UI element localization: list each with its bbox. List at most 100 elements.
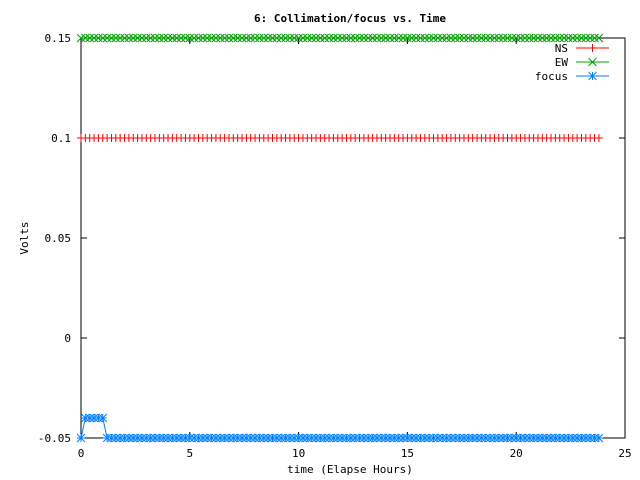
data-point-focus xyxy=(411,433,421,443)
data-point-ew xyxy=(342,33,351,43)
data-point-ew xyxy=(154,33,164,43)
data-point-ew xyxy=(472,33,482,43)
data-point-ew xyxy=(381,33,390,43)
data-point-ew xyxy=(289,33,299,43)
data-point-ew xyxy=(211,33,221,43)
data-point-ew xyxy=(94,33,103,43)
series-ns xyxy=(77,134,603,142)
data-point-focus xyxy=(594,433,604,443)
data-point-focus xyxy=(272,433,282,443)
data-point-ew xyxy=(477,33,486,43)
data-point-ew xyxy=(329,33,338,43)
data-point-focus xyxy=(363,433,373,443)
data-point-ew xyxy=(551,33,560,43)
data-point-focus xyxy=(516,433,525,443)
data-point-focus xyxy=(433,433,443,443)
legend-label-ns: NS xyxy=(555,42,568,55)
data-point-ew xyxy=(542,33,552,43)
data-point-focus xyxy=(115,433,125,443)
data-point-ew xyxy=(85,33,95,43)
data-point-focus xyxy=(381,433,390,443)
y-tick-label: 0.05 xyxy=(45,232,72,245)
data-point-ew xyxy=(429,33,438,43)
data-point-focus xyxy=(324,433,334,443)
data-point-ew xyxy=(385,33,395,43)
data-point-focus xyxy=(294,433,303,443)
data-point-focus xyxy=(394,433,404,443)
data-point-ew xyxy=(311,33,321,43)
data-point-ew xyxy=(107,33,116,43)
data-point-focus xyxy=(172,433,182,443)
data-point-ew xyxy=(76,33,86,43)
data-point-ew xyxy=(516,33,525,43)
data-point-ew xyxy=(268,33,277,43)
y-tick-label: -0.05 xyxy=(38,432,71,445)
data-point-focus xyxy=(268,433,277,443)
data-point-focus xyxy=(250,433,260,443)
legend-label-focus: focus xyxy=(535,70,568,83)
data-point-ew xyxy=(228,33,238,43)
data-point-focus xyxy=(263,433,273,443)
data-point-focus xyxy=(442,433,451,443)
data-point-ew xyxy=(333,33,343,43)
data-point-ew xyxy=(442,33,451,43)
data-point-ew xyxy=(255,33,264,43)
legend-label-ew: EW xyxy=(555,56,569,69)
data-point-ew xyxy=(350,33,360,43)
data-point-ew xyxy=(368,33,377,43)
data-point-ew xyxy=(89,33,99,43)
data-point-ew xyxy=(424,33,434,43)
data-point-ew xyxy=(355,33,364,43)
data-point-ew xyxy=(246,33,256,43)
x-tick-label: 20 xyxy=(510,447,523,460)
data-point-ew xyxy=(524,33,534,43)
data-point-ew xyxy=(259,33,269,43)
data-point-ew xyxy=(498,33,508,43)
data-point-focus xyxy=(237,433,247,443)
data-point-ew xyxy=(281,33,290,43)
data-point-ew xyxy=(433,33,443,43)
chart-title: 6: Collimation/focus vs. Time xyxy=(254,12,446,25)
data-point-focus xyxy=(228,433,238,443)
data-point-ew xyxy=(507,33,517,43)
data-point-focus xyxy=(477,433,486,443)
data-point-ew xyxy=(446,33,456,43)
data-point-ew xyxy=(559,33,569,43)
data-point-ew xyxy=(372,33,382,43)
data-point-ew xyxy=(529,33,538,43)
data-point-focus xyxy=(342,433,351,443)
data-point-ew xyxy=(468,33,478,43)
data-point-focus xyxy=(585,433,595,443)
data-point-ew xyxy=(198,33,208,43)
data-point-ns xyxy=(594,134,603,142)
x-axis-label: time (Elapse Hours) xyxy=(287,463,413,476)
data-point-ew xyxy=(324,33,334,43)
data-point-focus xyxy=(285,433,295,443)
plot-series xyxy=(76,33,604,443)
data-point-ew xyxy=(263,33,273,43)
y-tick-label: 0.1 xyxy=(51,132,71,145)
data-point-focus xyxy=(242,433,251,443)
data-point-ew xyxy=(568,33,578,43)
data-point-focus xyxy=(302,433,312,443)
data-point-ew xyxy=(128,33,138,43)
data-point-ew xyxy=(185,33,195,43)
data-point-ew xyxy=(463,33,473,43)
data-point-ew xyxy=(590,33,599,43)
data-point-ew xyxy=(346,33,356,43)
data-point-ew xyxy=(233,33,243,43)
data-point-ew xyxy=(411,33,421,43)
data-point-ew xyxy=(420,33,430,43)
data-point-ew xyxy=(215,33,225,43)
data-point-ew xyxy=(555,33,565,43)
data-point-ew xyxy=(133,33,142,43)
data-point-focus xyxy=(520,433,530,443)
y-axis-label: Volts xyxy=(18,221,31,254)
data-point-ew xyxy=(80,33,90,43)
data-point-ew xyxy=(363,33,373,43)
data-point-ew xyxy=(416,33,425,43)
data-point-ew xyxy=(398,33,408,43)
data-point-ew xyxy=(490,33,499,43)
